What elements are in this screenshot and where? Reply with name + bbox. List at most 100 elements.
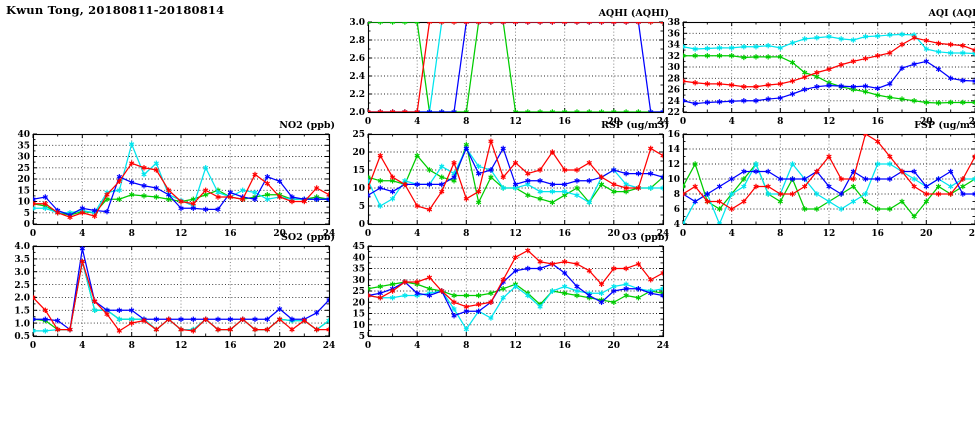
y-tick-label: 5 bbox=[359, 202, 365, 212]
chart-panel-aqi: AQI (AQI)22242628303234363804812162024 bbox=[655, 8, 975, 128]
chart-title-fsp: FSP (ug/m3) bbox=[914, 120, 975, 131]
x-tick-label: 12 bbox=[509, 117, 522, 127]
x-tick-label: 24 bbox=[323, 341, 335, 351]
chart-plot-rsp: 0 5 10 15 20 25 0 4 8 12 16 20 24 bbox=[352, 130, 669, 239]
y-tick-label: 0 bbox=[359, 220, 365, 230]
y-tick-label: 10 bbox=[667, 175, 680, 185]
x-tick-label: 8 bbox=[463, 117, 469, 127]
chart-panel-rsp: RSP (ug/m3) 0 5 10 15 20 25 0 4 8 12 16 20 24 bbox=[340, 120, 669, 240]
y-tick-label: 25 bbox=[17, 164, 30, 174]
chart-title-o3: O3 (ppb) bbox=[621, 232, 669, 243]
chart-plot-aqhi: 2.0 2.2 2.4 2.6 2.8 3.0 0 4 8 12 16 20 24 bbox=[349, 18, 669, 127]
chart-title-rsp: RSP (ug/m3) bbox=[601, 120, 669, 131]
chart-plot-so2: 0.5 1.0 1.5 2.0 2.5 3.0 3.5 4.0 0 4 8 12 16 20 24 bbox=[14, 242, 335, 351]
chart-series-o3-series1 bbox=[368, 247, 663, 310]
y-tick-label: 5 bbox=[24, 209, 30, 219]
y-tick-label: 8 bbox=[674, 190, 680, 200]
chart-series-rsp-series2 bbox=[368, 145, 663, 198]
x-tick-label: 0 bbox=[680, 229, 686, 239]
chart-panel-fsp: FSP (ug/m3)4681012141604812162024 bbox=[655, 120, 975, 240]
x-tick-label: 24 bbox=[657, 229, 669, 239]
y-tick-label: 12 bbox=[667, 160, 680, 170]
chart-series-no2-series4 bbox=[33, 141, 329, 216]
chart-series-fsp-series1 bbox=[683, 134, 975, 212]
x-tick-label: 20 bbox=[608, 341, 621, 351]
y-tick-label: 15 bbox=[17, 187, 30, 197]
x-tick-label: 0 bbox=[680, 117, 686, 127]
y-tick-label: 24 bbox=[667, 97, 680, 107]
y-tick-label: 45 bbox=[352, 242, 365, 252]
x-tick-label: 24 bbox=[657, 117, 669, 127]
y-tick-label: 30 bbox=[667, 63, 680, 73]
chart-series-fsp-series2 bbox=[683, 168, 975, 205]
y-tick-label: 36 bbox=[667, 29, 680, 39]
chart-series-aqi-series2 bbox=[683, 58, 975, 107]
y-tick-label: 0.5 bbox=[14, 332, 30, 342]
y-tick-label: 30 bbox=[17, 153, 30, 163]
x-tick-label: 0 bbox=[365, 117, 371, 127]
x-tick-label: 4 bbox=[414, 229, 420, 239]
chart-title-aqi: AQI (AQI) bbox=[928, 8, 975, 19]
y-tick-label: 5 bbox=[359, 332, 365, 342]
y-tick-label: 20 bbox=[17, 175, 30, 185]
x-tick-label: 12 bbox=[175, 341, 188, 351]
x-tick-label: 0 bbox=[30, 229, 36, 239]
y-tick-label: 20 bbox=[352, 148, 365, 158]
y-tick-label: 1.5 bbox=[14, 307, 30, 317]
chart-series-aqhi-series1 bbox=[368, 22, 663, 112]
y-tick-label: 3.0 bbox=[349, 18, 365, 28]
chart-series-so2-series1 bbox=[33, 258, 329, 334]
x-tick-label: 8 bbox=[129, 229, 135, 239]
chart-series-rsp-series1 bbox=[368, 138, 663, 213]
y-tick-label: 25 bbox=[352, 130, 365, 140]
chart-plot-fsp: 4681012141604812162024 bbox=[667, 130, 975, 239]
chart-plot-aqi: 22242628303234363804812162024 bbox=[667, 18, 975, 127]
x-tick-label: 16 bbox=[558, 341, 571, 351]
y-tick-label: 15 bbox=[352, 310, 365, 320]
x-tick-label: 24 bbox=[323, 229, 335, 239]
chart-title-so2: SO2 (ppb) bbox=[281, 232, 335, 243]
x-tick-label: 20 bbox=[273, 229, 286, 239]
y-tick-label: 1.0 bbox=[14, 319, 30, 329]
y-tick-label: 35 bbox=[352, 265, 365, 275]
y-tick-label: 34 bbox=[667, 41, 680, 51]
y-tick-label: 0 bbox=[24, 220, 30, 230]
x-tick-label: 12 bbox=[175, 229, 188, 239]
x-tick-label: 12 bbox=[509, 229, 522, 239]
y-tick-label: 2.5 bbox=[14, 281, 30, 291]
chart-series-o3-series2 bbox=[368, 261, 663, 319]
x-tick-label: 0 bbox=[30, 341, 36, 351]
x-tick-label: 8 bbox=[463, 341, 469, 351]
x-tick-label: 20 bbox=[608, 229, 621, 239]
x-tick-label: 8 bbox=[777, 117, 783, 127]
x-tick-label: 8 bbox=[463, 229, 469, 239]
y-tick-label: 4 bbox=[674, 220, 680, 230]
y-tick-label: 38 bbox=[667, 18, 680, 28]
y-tick-label: 3.5 bbox=[14, 255, 30, 265]
x-tick-label: 12 bbox=[509, 341, 522, 351]
x-tick-label: 24 bbox=[969, 117, 975, 127]
x-tick-label: 4 bbox=[414, 341, 420, 351]
x-tick-label: 20 bbox=[920, 229, 933, 239]
y-tick-label: 16 bbox=[667, 130, 680, 140]
x-tick-label: 16 bbox=[871, 229, 884, 239]
x-tick-label: 20 bbox=[608, 117, 621, 127]
y-tick-label: 14 bbox=[667, 145, 680, 155]
x-tick-label: 24 bbox=[969, 229, 975, 239]
y-tick-label: 2.0 bbox=[349, 108, 365, 118]
y-tick-label: 10 bbox=[17, 198, 30, 208]
x-tick-label: 16 bbox=[224, 229, 237, 239]
y-tick-label: 25 bbox=[352, 287, 365, 297]
y-tick-label: 3.0 bbox=[14, 268, 30, 278]
y-tick-label: 2.2 bbox=[349, 90, 365, 100]
x-tick-label: 16 bbox=[558, 229, 571, 239]
x-tick-label: 20 bbox=[920, 117, 933, 127]
chart-panel-so2: SO2 (ppb) 0.5 1.0 1.5 2.0 2.5 3.0 3.5 4.0 0 4 8 12 16… bbox=[5, 232, 335, 352]
y-tick-label: 22 bbox=[667, 108, 680, 118]
x-tick-label: 4 bbox=[79, 229, 85, 239]
chart-series-rsp-series4 bbox=[368, 145, 663, 209]
y-tick-label: 10 bbox=[352, 184, 365, 194]
x-tick-label: 20 bbox=[273, 341, 286, 351]
